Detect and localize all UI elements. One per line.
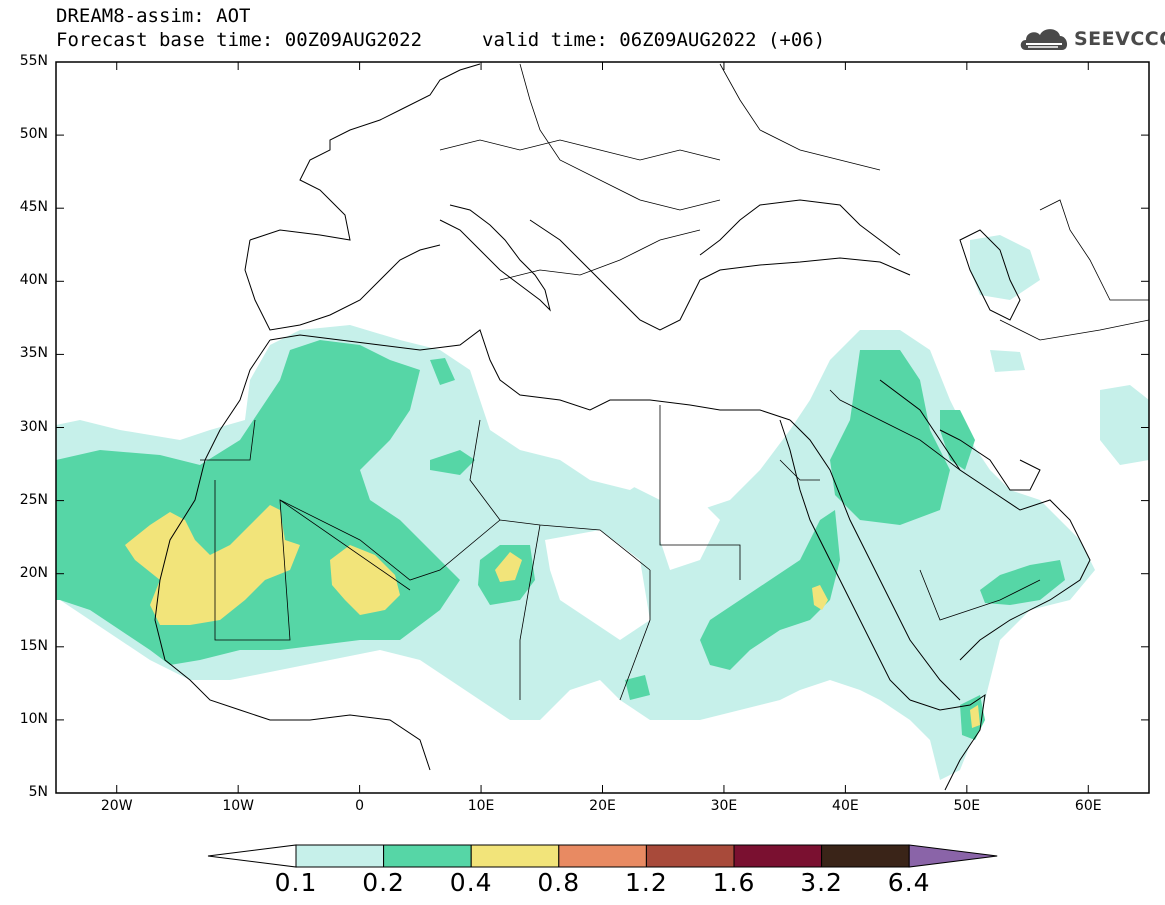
- aot-level-0.1-region: [1100, 385, 1149, 465]
- colorbar-label: 1.2: [625, 868, 668, 897]
- aot-field: [56, 235, 1149, 780]
- lon-label: 40E: [832, 798, 859, 814]
- lat-label: 35N: [19, 345, 48, 362]
- axis-ticks: [56, 61, 1149, 794]
- lat-label: 20N: [19, 564, 48, 581]
- chart-title: DREAM8-assim: AOT: [56, 5, 251, 27]
- colorbar-cell: [645, 844, 735, 868]
- seevccc-logo: SEEVCCC: [1018, 24, 1165, 56]
- colorbar-label: 0.1: [274, 868, 318, 897]
- lon-label: 10W: [222, 798, 254, 814]
- colorbar-cell: [295, 844, 385, 868]
- aot-level-0.2-region: [625, 675, 650, 700]
- logo-text: SEEVCCC: [1074, 28, 1165, 50]
- aot-level-0.4-region: [495, 552, 522, 582]
- colorbar-label: 6.4: [887, 868, 931, 897]
- cloud-icon: [1020, 29, 1068, 50]
- aot-level-0.2-region: [830, 350, 950, 525]
- aot-level-0.4-region: [330, 545, 400, 615]
- lat-label: 30N: [19, 418, 48, 435]
- lon-label: 10E: [467, 798, 495, 814]
- coastlines: [154, 63, 1091, 791]
- lon-label: 20W: [100, 798, 133, 814]
- colorbar-cell: [383, 844, 472, 868]
- lon-label: 0: [355, 798, 365, 814]
- aot-level-0.1-region: [990, 350, 1025, 372]
- lat-label: 55N: [19, 53, 48, 69]
- lat-label: 10N: [19, 710, 48, 727]
- colorbar-cell: [733, 844, 823, 868]
- colorbar-label: 0.8: [537, 868, 581, 897]
- aot-level-0.4-region: [812, 585, 828, 610]
- country-borders: [200, 63, 1149, 701]
- aot-level-0.1-region: [970, 235, 1040, 300]
- colorbar-over-arrow: [908, 844, 998, 868]
- colorbar-label: 3.2: [800, 868, 843, 897]
- lat-label: 15N: [19, 637, 48, 654]
- colorbar-under-arrow: [207, 844, 297, 868]
- lat-label: 40N: [19, 272, 48, 289]
- lat-label: 45N: [19, 199, 48, 216]
- lat-label: 25N: [19, 491, 48, 508]
- lon-label: 50E: [953, 798, 981, 814]
- lat-label: 5N: [28, 784, 48, 800]
- aot-level-0.2-region: [700, 510, 840, 670]
- aot-level-0.2-region: [430, 450, 475, 475]
- colorbar-cell: [470, 844, 560, 868]
- lon-label: 30E: [710, 798, 738, 814]
- colorbar-cell: [821, 844, 910, 868]
- colorbar-label: 0.4: [449, 868, 493, 897]
- aot-level-0.2-region: [980, 560, 1065, 605]
- aot-level-0.4-region: [970, 705, 980, 728]
- lat-label: 50N: [19, 126, 48, 143]
- aot-level-0.4-region: [125, 505, 300, 625]
- lon-label: 60E: [1074, 798, 1102, 814]
- lon-label: 20E: [589, 798, 616, 814]
- aot-level-0.2-region: [430, 358, 455, 385]
- forecast-base-time: Forecast base time: 00Z09AUG2022: [56, 29, 423, 51]
- colorbar-label: 0.2: [362, 868, 405, 897]
- colorbar-cell: [558, 844, 647, 868]
- colorbar-label: 1.6: [712, 868, 756, 897]
- aot-level-0.2-region: [940, 410, 975, 470]
- valid-time: valid time: 06Z09AUG2022 (+06): [482, 29, 826, 51]
